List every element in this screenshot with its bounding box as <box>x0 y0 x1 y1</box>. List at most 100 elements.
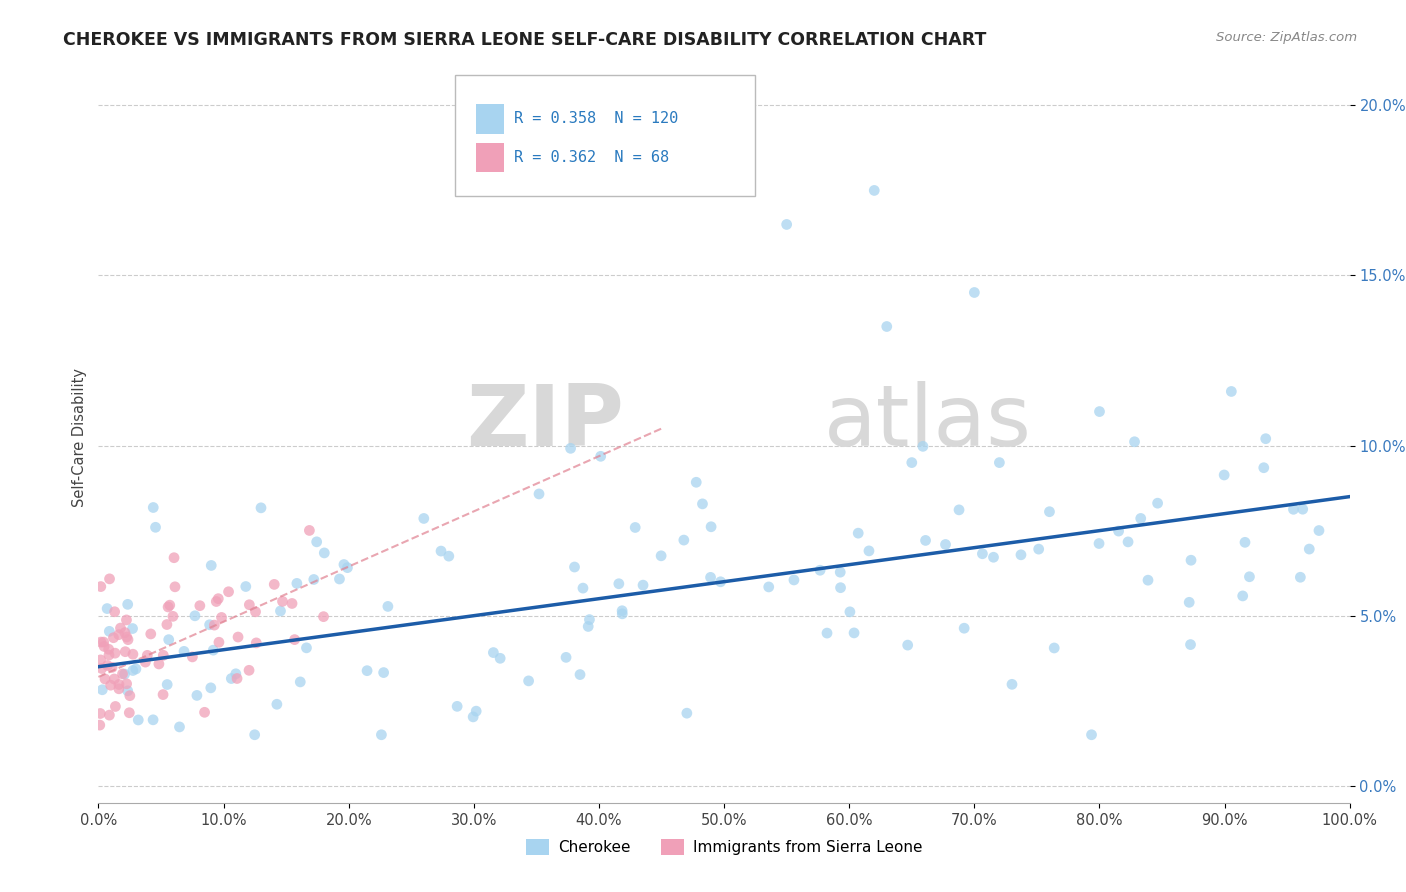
Point <box>238 663 260 677</box>
Point <box>612 607 634 621</box>
Point <box>90 580 112 594</box>
Point <box>96 658 118 673</box>
Point <box>122 647 145 661</box>
Text: atlas: atlas <box>824 381 1032 464</box>
Point <box>610 604 633 618</box>
Point <box>108 677 131 691</box>
Point <box>173 644 195 658</box>
Point <box>988 456 1011 470</box>
Point <box>983 550 1005 565</box>
Point <box>1038 505 1060 519</box>
Text: CHEROKEE VS IMMIGRANTS FROM SIERRA LEONE SELF-CARE DISABILITY CORRELATION CHART: CHEROKEE VS IMMIGRANTS FROM SIERRA LEONE… <box>63 31 987 49</box>
Point <box>89 706 111 721</box>
Point <box>115 677 138 691</box>
Point <box>1213 467 1236 482</box>
Point <box>218 584 240 599</box>
Point <box>830 581 852 595</box>
Point <box>98 572 121 586</box>
Point <box>412 511 434 525</box>
Point <box>934 537 956 551</box>
Point <box>1239 570 1261 584</box>
Point <box>1108 524 1130 538</box>
Point <box>1178 595 1201 609</box>
Point <box>142 500 165 515</box>
Point <box>1001 677 1024 691</box>
Point <box>685 475 707 490</box>
Point <box>225 666 247 681</box>
Point <box>115 630 138 644</box>
Point <box>139 627 162 641</box>
Point <box>243 728 266 742</box>
Point <box>1232 589 1254 603</box>
Point <box>121 622 143 636</box>
Point <box>876 319 898 334</box>
Point <box>136 648 159 663</box>
Point <box>302 573 325 587</box>
Point <box>465 704 488 718</box>
Point <box>281 597 304 611</box>
Point <box>134 655 156 669</box>
Point <box>98 648 121 662</box>
Point <box>117 683 139 698</box>
Point <box>1116 534 1139 549</box>
Y-axis label: Self-Care Disability: Self-Care Disability <box>72 368 87 507</box>
FancyBboxPatch shape <box>456 75 755 195</box>
Point <box>700 520 723 534</box>
Point <box>202 618 225 632</box>
Point <box>103 631 125 645</box>
Point <box>94 672 117 686</box>
Point <box>863 183 886 197</box>
Text: R = 0.362  N = 68: R = 0.362 N = 68 <box>513 150 669 165</box>
Point <box>118 689 141 703</box>
Point <box>1146 496 1168 510</box>
Point <box>211 610 233 624</box>
Point <box>305 534 328 549</box>
Point <box>114 667 136 681</box>
Point <box>284 632 307 647</box>
Point <box>963 285 986 300</box>
Point <box>555 650 578 665</box>
Point <box>152 648 174 663</box>
Point <box>589 450 612 464</box>
Legend: Cherokee, Immigrants from Sierra Leone: Cherokee, Immigrants from Sierra Leone <box>520 833 928 862</box>
Point <box>1233 535 1256 549</box>
Point <box>1180 638 1202 652</box>
Point <box>1292 502 1315 516</box>
Point <box>162 609 184 624</box>
Point <box>298 524 321 538</box>
Point <box>808 563 831 577</box>
Point <box>111 667 134 681</box>
Point <box>200 558 222 573</box>
Point <box>336 560 359 574</box>
Point <box>108 681 131 696</box>
Point <box>676 706 699 721</box>
Point <box>107 628 129 642</box>
Point <box>463 710 485 724</box>
Point <box>157 599 180 614</box>
Point <box>245 636 267 650</box>
Point <box>527 487 550 501</box>
Point <box>1080 728 1102 742</box>
Point <box>198 617 221 632</box>
Point <box>181 649 204 664</box>
Point <box>98 624 121 639</box>
Point <box>328 572 350 586</box>
Point <box>650 549 672 563</box>
Point <box>1028 542 1050 557</box>
Point <box>312 609 335 624</box>
Point <box>576 619 599 633</box>
Point <box>269 604 291 618</box>
Point <box>776 218 799 232</box>
Point <box>295 640 318 655</box>
Point <box>266 698 288 712</box>
Point <box>221 672 243 686</box>
Point <box>482 646 505 660</box>
Point <box>148 657 170 671</box>
Point <box>205 594 228 608</box>
Text: ZIP: ZIP <box>467 381 624 464</box>
Point <box>370 728 392 742</box>
Point <box>163 580 186 594</box>
Point <box>911 439 934 453</box>
Point <box>104 699 127 714</box>
Point <box>846 526 869 541</box>
